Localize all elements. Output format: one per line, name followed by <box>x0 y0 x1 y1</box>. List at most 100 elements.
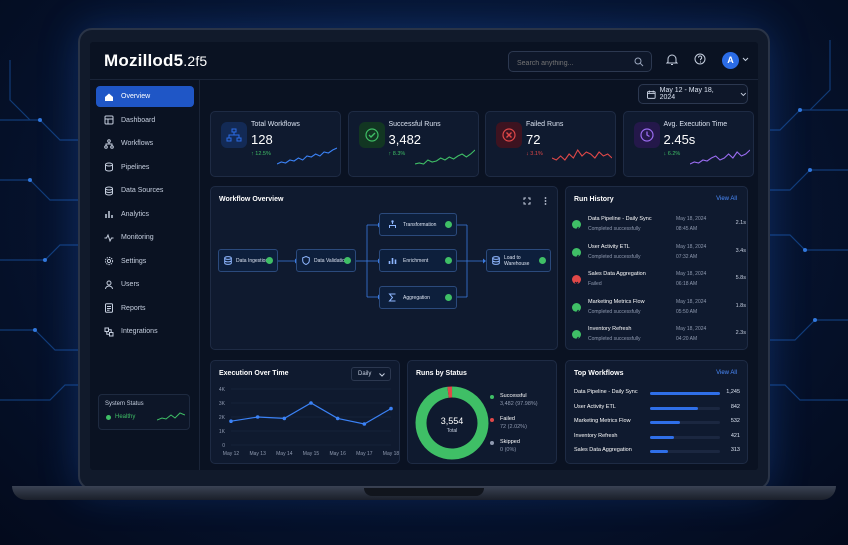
bar-chart-icon <box>388 258 397 264</box>
top-workflow-row[interactable]: Sales Data Aggregation 313 <box>574 447 740 461</box>
check-circle-icon <box>572 330 581 341</box>
data-point <box>362 422 367 426</box>
top-workflow-name: Sales Data Aggregation <box>574 447 632 453</box>
top-workflow-row[interactable]: Data Pipeline - Daily Sync 1,245 <box>574 389 740 403</box>
laptop-notch <box>364 488 484 496</box>
sidebar-item-monitoring[interactable]: Monitoring <box>96 227 194 248</box>
top-workflows-view-all[interactable]: View All <box>716 370 737 376</box>
node-enrichment[interactable]: Enrichment <box>379 249 457 272</box>
run-row[interactable]: Data Pipeline - Daily Sync Completed succ… <box>572 215 746 239</box>
node-aggregation[interactable]: Aggregation <box>379 286 457 309</box>
sidebar-item-label: Dashboard <box>121 116 156 124</box>
sigma-icon <box>388 293 396 302</box>
node-data-validation[interactable]: Data Validation <box>296 249 356 272</box>
sidebar-item-settings[interactable]: Settings <box>96 251 194 272</box>
chevron-down-icon[interactable] <box>742 57 749 62</box>
runs-status-title: Runs by Status <box>416 370 467 377</box>
sidebar-item-workflows[interactable]: Workflows <box>96 133 194 154</box>
top-workflow-row[interactable]: Marketing Metrics Flow 532 <box>574 418 740 432</box>
top-workflow-bar-fill <box>650 392 720 395</box>
legend-dot <box>490 395 494 399</box>
check-icon <box>344 257 351 264</box>
run-row[interactable]: User Activity ETL Completed successfully M… <box>572 243 746 267</box>
legend-value: 72 (2.02%) <box>500 424 527 430</box>
node-label: Transformation <box>403 221 437 228</box>
sidebar-item-label: Reports <box>121 304 146 312</box>
execution-line-chart: 0 1K 2K 3K 4K May 12 May 13 May 14 May 15 May 16 M… <box>219 387 400 457</box>
data-point <box>282 416 287 421</box>
transform-icon <box>389 220 396 228</box>
date-range-label: May 12 - May 18, 2024 <box>659 87 714 101</box>
stat-card-failed-runs[interactable]: Failed Runs 72 ↓ 3.1% <box>485 111 616 177</box>
sidebar-item-analytics[interactable]: Analytics <box>96 204 194 225</box>
app-window: Mozillod5.2f5 A Overview Dashboard Workflo… <box>90 42 758 470</box>
more-icon[interactable] <box>544 197 547 205</box>
top-workflows-card: Top Workflows View All Data Pipeline - D… <box>565 360 748 464</box>
node-data-ingestion[interactable]: Data Ingestion <box>218 249 278 272</box>
avatar[interactable]: A <box>722 52 739 69</box>
status-dot <box>106 415 111 420</box>
search-input[interactable] <box>517 60 627 67</box>
header: Mozillod5.2f5 A <box>90 42 758 80</box>
app-logo[interactable]: Mozillod5.2f5 <box>104 51 208 70</box>
stat-card-total-workflows[interactable]: Total Workflows 128 ↑ 12.5% <box>210 111 341 177</box>
run-row[interactable]: Marketing Metrics Flow Completed successf… <box>572 298 746 322</box>
sidebar-item-label: Settings <box>121 257 147 265</box>
check-icon <box>445 294 452 301</box>
run-date: May 18, 2024 <box>676 216 707 222</box>
run-date: May 18, 2024 <box>676 326 707 332</box>
date-range-picker[interactable]: May 12 - May 18, 2024 <box>638 84 748 104</box>
top-workflow-name: Inventory Refresh <box>574 432 618 439</box>
x-tick-label: May 15 <box>303 451 320 457</box>
top-workflow-row[interactable]: Inventory Refresh 421 <box>574 433 740 447</box>
sidebar-item-integrations[interactable]: Integrations <box>96 321 194 342</box>
x-tick-label: May 17 <box>356 451 373 457</box>
monitoring-icon <box>104 233 114 242</box>
check-icon <box>266 257 273 264</box>
run-row[interactable]: Inventory Refresh Completed successfully M… <box>572 325 746 349</box>
sidebar-item-label: Monitoring <box>121 234 154 241</box>
sidebar: Overview Dashboard Workflows Pipelines Data … <box>90 80 200 470</box>
run-name: User Activity ETL <box>588 243 630 250</box>
sidebar-item-pipelines[interactable]: Pipelines <box>96 157 194 178</box>
stat-change: ↓ 6.2% <box>663 151 681 157</box>
stat-card-successful-runs[interactable]: Successful Runs 3,482 ↑ 8.3% <box>347 111 479 177</box>
calendar-icon <box>647 90 656 99</box>
stat-sparkline <box>552 148 612 161</box>
period-select[interactable]: Daily <box>351 367 391 381</box>
sidebar-item-data-sources[interactable]: Data Sources <box>96 180 194 201</box>
stat-card-avg-execution-time[interactable]: Avg. Execution Time 2.45s ↓ 6.2% <box>622 111 754 177</box>
workflow-connectors <box>278 222 486 300</box>
top-workflow-bar-fill <box>650 406 698 410</box>
run-status: Completed successfully <box>588 226 641 232</box>
top-workflow-value: 1,245 <box>726 389 740 395</box>
run-row[interactable]: Sales Data Aggregation Failed May 18, 2024… <box>572 270 746 294</box>
bell-icon[interactable] <box>666 53 678 66</box>
workflow-overview-card: Workflow Overview Data Ingestion Data Va… <box>210 186 558 350</box>
sidebar-item-overview[interactable]: Overview <box>96 86 194 107</box>
sidebar-item-dashboard[interactable]: Dashboard <box>96 110 194 131</box>
top-workflow-row[interactable]: User Activity ETL 842 <box>574 404 740 418</box>
check-icon <box>539 257 546 264</box>
data-point <box>335 416 340 421</box>
sidebar-item-reports[interactable]: Reports <box>96 298 194 319</box>
search-icon[interactable] <box>634 57 644 67</box>
x-tick-label: May 14 <box>276 451 293 457</box>
node-label: Data Ingestion <box>236 257 269 264</box>
run-history-view-all[interactable]: View All <box>716 196 737 202</box>
execution-over-time-card: Execution Over Time Daily 0 1K 2K 3K 4K May 1… <box>210 360 400 464</box>
workflow-overview-title: Workflow Overview <box>219 196 284 203</box>
expand-icon[interactable] <box>523 197 531 205</box>
node-load-to-warehouse[interactable]: Load to Warehouse <box>486 249 551 272</box>
system-status-value: Healthy <box>115 414 136 420</box>
data-point <box>255 415 260 419</box>
workflow-icon <box>226 128 242 142</box>
data-point <box>389 406 393 411</box>
check-icon <box>445 221 452 228</box>
node-transformation[interactable]: Transformation <box>379 213 457 236</box>
sidebar-item-users[interactable]: Users <box>96 274 194 295</box>
node-label: Load to Warehouse <box>504 254 530 267</box>
help-icon[interactable] <box>694 53 706 65</box>
stat-value: 3,482 <box>388 132 422 147</box>
y-tick-label: 0 <box>222 443 225 449</box>
